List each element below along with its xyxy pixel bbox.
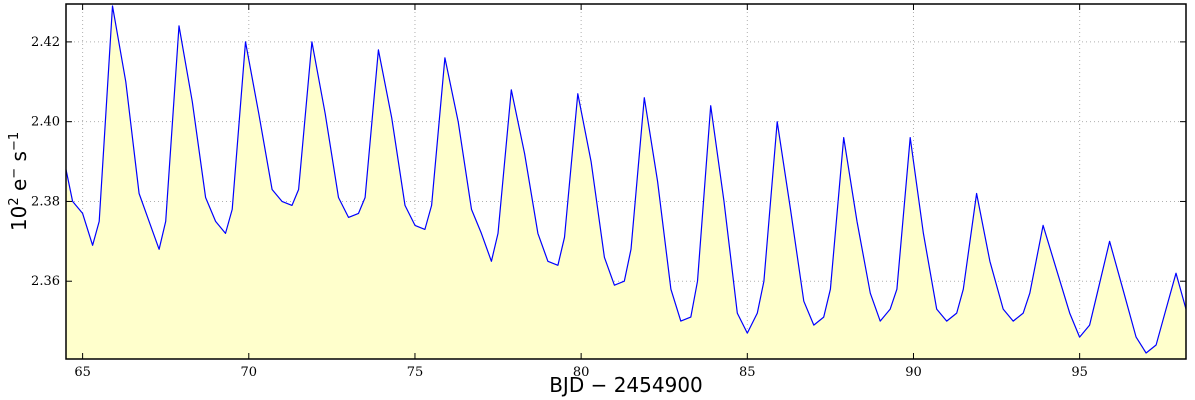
y-tick-label: 2.42 <box>31 35 60 50</box>
axis-ticks: 65 70 75 80 85 90 95 2.36 2.38 2.40 2.42 <box>31 4 1186 380</box>
x-tick-label: 75 <box>407 365 424 380</box>
x-tick-label: 70 <box>241 365 258 380</box>
x-tick-label: 85 <box>739 365 756 380</box>
y-axis-title-exp: 2 <box>7 197 22 205</box>
plot-frame <box>65 3 1187 360</box>
y-axis-title-unit2: s <box>7 151 31 161</box>
x-tick-label: 95 <box>1071 365 1088 380</box>
x-tick-label: 80 <box>573 365 590 380</box>
y-tick-label: 2.36 <box>31 274 60 289</box>
y-axis-title: 102 e− s−1 <box>7 132 31 231</box>
y-axis-title-unit1: e <box>7 179 31 191</box>
y-axis-title-base: 10 <box>7 206 31 231</box>
area-fill <box>66 6 1186 359</box>
x-tick-label: 90 <box>905 365 922 380</box>
y-axis-title-unit2-sup: −1 <box>7 132 22 151</box>
x-tick-label: 65 <box>74 365 91 380</box>
x-axis-title: BJD − 2454900 <box>549 373 703 397</box>
y-axis-title-unit1-sup: − <box>7 168 22 179</box>
y-tick-label: 2.40 <box>31 115 60 130</box>
series-line <box>65 5 1187 354</box>
y-tick-label: 2.38 <box>31 194 60 209</box>
